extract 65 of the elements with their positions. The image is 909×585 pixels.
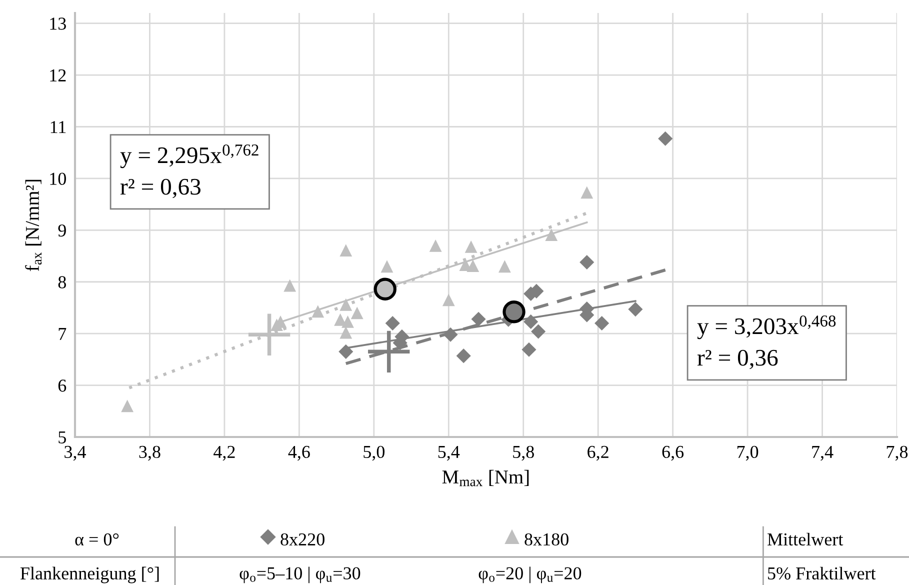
x-tick-label: 4,6 <box>288 446 310 461</box>
point <box>350 306 364 320</box>
legend-label: 8x180 <box>524 533 568 546</box>
x-axis-title: M$_{max}$ [Nm] <box>442 470 529 486</box>
y-tick-label: 13 <box>50 18 66 30</box>
text: 5% Fraktilwert <box>768 566 876 580</box>
point <box>284 279 296 292</box>
text: y = 2,295x$^{0,762}$ r² = 0,63 <box>120 144 258 198</box>
x-tick-label: 5,4 <box>438 446 460 461</box>
text: Mittelwert <box>768 532 844 546</box>
point <box>464 240 478 253</box>
point <box>580 254 594 270</box>
text: φ$_{o}$=5–10 | φ$_{u}$=30 <box>240 566 360 584</box>
legend-label: 8x220 <box>280 533 324 546</box>
point <box>340 244 352 257</box>
point <box>531 324 546 339</box>
point <box>380 260 394 273</box>
y-tick-label: 6 <box>58 380 66 392</box>
x-tick-label: 4,2 <box>214 446 235 461</box>
point <box>443 327 458 342</box>
x-tick-label: 6,6 <box>662 446 684 461</box>
point <box>442 294 455 306</box>
point <box>340 298 352 311</box>
point <box>628 302 643 317</box>
point <box>312 305 324 318</box>
x-tick-label: 3,4 <box>64 446 86 461</box>
point <box>248 314 290 356</box>
point <box>368 330 410 373</box>
x-tick-label: 7,0 <box>737 446 758 461</box>
point <box>580 186 594 199</box>
y-tick-label: 9 <box>58 224 66 237</box>
point <box>385 316 400 331</box>
point <box>545 228 558 242</box>
y-tick-label: 11 <box>50 121 66 134</box>
point <box>498 260 511 273</box>
point <box>429 239 442 252</box>
point <box>342 315 354 328</box>
x-tick-label: 7,4 <box>812 446 834 461</box>
text: φ$_{o}$=20 | φ$_{u}$=20 <box>478 566 582 584</box>
x-tick-label: 5,8 <box>513 446 534 461</box>
x-tick-label: 5,0 <box>364 446 385 461</box>
y-tick-label: 10 <box>50 172 66 185</box>
point <box>121 400 134 412</box>
text: y = 3,203x$^{0,468}$ r² = 0,36 <box>697 315 836 370</box>
point <box>466 260 480 272</box>
point <box>502 300 526 324</box>
point <box>524 314 538 329</box>
y-tick-label: 7 <box>58 328 66 340</box>
x-tick-label: 7,8 <box>886 446 908 461</box>
x-tick-label: 6,2 <box>588 446 608 461</box>
y-tick-label: 12 <box>50 69 66 82</box>
point <box>374 278 396 300</box>
text: Flankenneigung [°] <box>20 566 159 584</box>
point <box>658 131 673 146</box>
point <box>522 342 536 357</box>
point <box>340 326 352 339</box>
y-tick-label: 8 <box>58 276 66 288</box>
y-tick-label: 5 <box>58 431 66 444</box>
point <box>338 344 354 359</box>
point <box>594 316 610 331</box>
y-axis-title: f$_{ax}$ [N/mm²] <box>25 180 42 272</box>
x-tick-label: 3,8 <box>139 446 160 461</box>
point <box>471 312 486 326</box>
text: α = 0° <box>75 533 119 546</box>
point <box>456 348 471 364</box>
